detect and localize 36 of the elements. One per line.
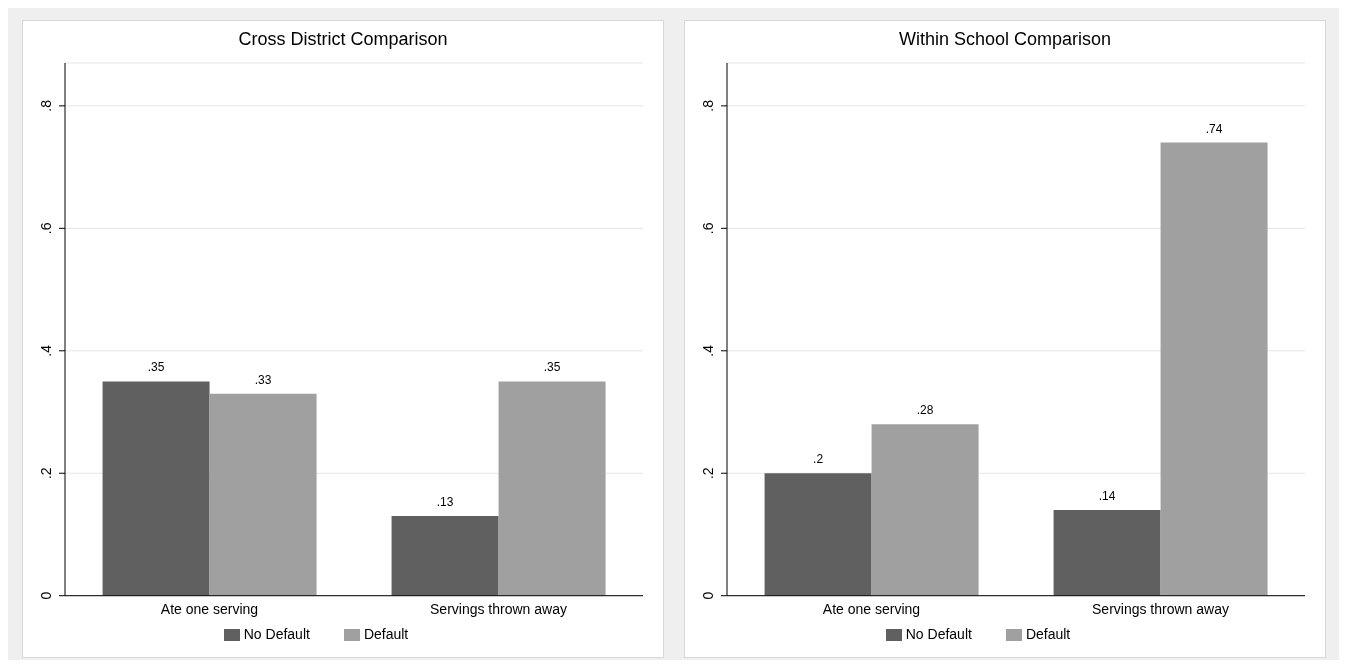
x-tick-label: Servings thrown away (430, 600, 567, 617)
y-tick-label: .4 (700, 344, 716, 357)
data-label: .35 (147, 360, 165, 375)
y-tick-label: .6 (38, 222, 54, 235)
chart-title: Cross District Comparison (237, 29, 449, 51)
data-label: .28 (916, 403, 934, 418)
x-tick-label: Servings thrown away (1092, 600, 1229, 617)
bar (209, 393, 317, 596)
y-tick-label: 0 (38, 591, 54, 600)
chart-title: Within School Comparison (897, 29, 1113, 51)
bar (102, 381, 210, 596)
data-label: .74 (1205, 121, 1223, 136)
legend-label: Default (1025, 625, 1071, 642)
data-label: .35 (543, 360, 561, 375)
y-tick-label: .2 (700, 467, 716, 480)
data-label: .33 (254, 372, 272, 387)
y-tick-label: .6 (700, 222, 716, 235)
y-tick-label: .8 (700, 99, 716, 112)
y-tick-label: .8 (38, 99, 54, 112)
bar (1053, 509, 1161, 596)
bar (391, 516, 499, 596)
y-tick-label: 0 (700, 591, 716, 600)
data-label: .14 (1098, 488, 1116, 503)
y-tick-label: .4 (38, 344, 54, 357)
bar (764, 473, 872, 596)
bar (871, 424, 979, 596)
data-label: .13 (436, 495, 454, 510)
data-label: .2 (813, 452, 824, 467)
legend-label: Default (363, 625, 409, 642)
legend-label: No Default (905, 625, 972, 642)
y-tick-label: .2 (38, 467, 54, 480)
bar (1160, 142, 1268, 596)
bar (498, 381, 606, 596)
x-tick-label: Ate one serving (822, 600, 921, 617)
x-tick-label: Ate one serving (160, 600, 259, 617)
legend-label: No Default (243, 625, 310, 642)
